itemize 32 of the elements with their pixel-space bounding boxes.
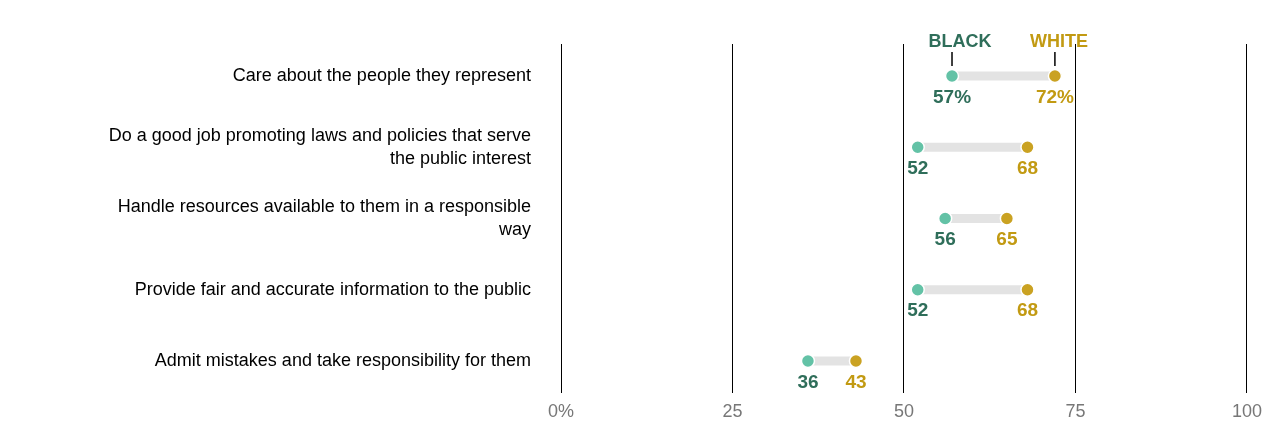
data-label: 43	[845, 370, 867, 392]
point	[1020, 140, 1035, 155]
x-tick-label: 100	[1231, 400, 1263, 421]
y-tick-label: Admit mistakes and take responsibility for them	[154, 349, 531, 370]
x-tick-label: 25	[722, 400, 743, 421]
data-label: 52	[907, 299, 929, 321]
point	[1020, 282, 1035, 297]
point	[848, 353, 864, 369]
point	[944, 68, 960, 84]
point	[999, 211, 1015, 226]
point	[1047, 68, 1063, 84]
y-tick-label: Care about the people they represent	[232, 65, 531, 86]
x-tick-label: 75	[1065, 400, 1086, 421]
series-label: WHITE	[1029, 31, 1088, 52]
x-tick-label: 50	[893, 400, 915, 421]
data-label: 68	[1016, 157, 1039, 179]
data-label: 36	[797, 370, 819, 392]
point	[937, 211, 953, 226]
data-label: 52	[907, 157, 929, 179]
y-tick-label: Handle resources available to them in a responsible way	[117, 195, 531, 240]
data-label: 72%	[1035, 85, 1075, 107]
data-label: 68	[1016, 299, 1039, 321]
data-label: 65	[996, 228, 1018, 250]
point	[910, 282, 925, 297]
point	[910, 140, 925, 155]
y-tick-label: Do a good job promoting laws and policies that serve the public interest	[108, 124, 531, 168]
data-label: 57%	[933, 85, 972, 107]
point	[800, 353, 816, 369]
y-tick-label: Provide fair and accurate information to the public	[134, 278, 531, 299]
x-tick-label: 0%	[547, 400, 575, 421]
data-label: 56	[934, 228, 956, 250]
series-label: BLACK	[928, 31, 992, 52]
